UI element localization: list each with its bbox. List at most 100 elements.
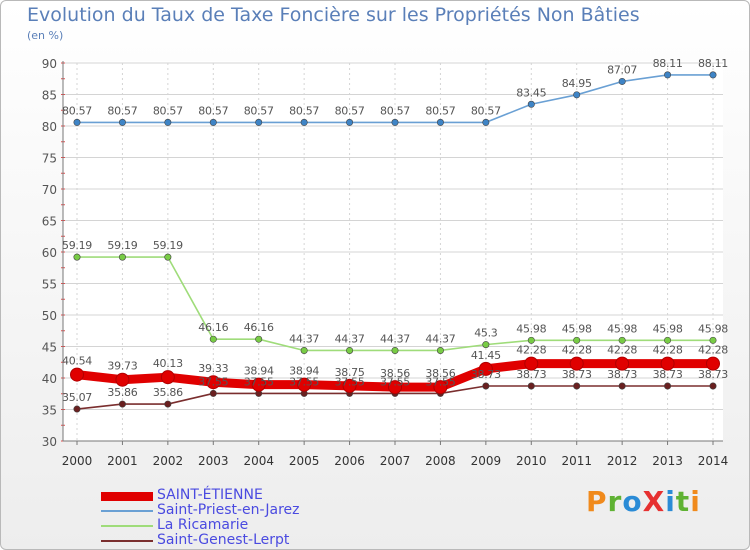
data-label-saint-genest-lerpt: 37.55 <box>289 375 319 388</box>
data-label-la-ricamarie: 45.98 <box>653 322 683 335</box>
data-point-saint-priest-en-jarez <box>664 71 672 79</box>
data-point-saint-genest-lerpt <box>482 382 490 390</box>
data-label-la-ricamarie: 45.98 <box>698 322 728 335</box>
data-label-la-ricamarie: 45.98 <box>516 322 546 335</box>
data-label-saint-tienne: 42.28 <box>516 344 546 357</box>
y-tick-label: 90 <box>42 57 57 71</box>
x-tick-label: 2004 <box>243 454 274 468</box>
legend-label: Saint-Priest-en-Jarez <box>157 502 300 518</box>
data-point-la-ricamarie <box>255 335 263 343</box>
data-point-la-ricamarie <box>391 346 399 354</box>
proxiti-logo: ProXiti <box>586 485 701 518</box>
data-label-saint-tienne: 42.28 <box>653 344 683 357</box>
data-label-saint-priest-en-jarez: 80.57 <box>198 104 228 117</box>
data-point-saint-tienne <box>342 378 357 393</box>
data-point-la-ricamarie <box>73 253 81 261</box>
data-point-saint-tienne <box>433 380 448 395</box>
data-point-la-ricamarie <box>664 336 672 344</box>
data-label-saint-priest-en-jarez: 84.95 <box>562 77 592 90</box>
y-axis-unit: (en %) <box>27 29 64 42</box>
data-label-la-ricamarie: 44.37 <box>380 332 410 345</box>
data-label-la-ricamarie: 59.19 <box>62 239 92 252</box>
data-point-la-ricamarie <box>709 336 717 344</box>
data-point-saint-tienne <box>251 377 266 392</box>
data-label-saint-tienne: 40.13 <box>153 357 183 370</box>
data-point-saint-priest-en-jarez <box>436 118 444 126</box>
y-tick-label: 55 <box>42 278 57 292</box>
data-point-la-ricamarie <box>436 346 444 354</box>
data-label-saint-priest-en-jarez: 80.57 <box>425 104 455 117</box>
data-point-la-ricamarie <box>573 336 581 344</box>
data-label-saint-tienne: 38.56 <box>425 367 455 380</box>
data-point-saint-tienne <box>206 375 221 390</box>
logo-letter: i <box>690 485 701 518</box>
data-point-saint-priest-en-jarez <box>527 100 535 108</box>
data-label-saint-genest-lerpt: 38.73 <box>698 368 728 381</box>
data-point-saint-priest-en-jarez <box>618 77 626 85</box>
data-point-saint-tienne <box>478 361 493 376</box>
legend-label: La Ricamarie <box>157 517 249 533</box>
data-label-saint-tienne: 39.73 <box>107 360 137 373</box>
data-label-saint-tienne: 38.75 <box>335 366 365 379</box>
data-point-la-ricamarie <box>346 346 354 354</box>
logo-letter: i <box>665 485 676 518</box>
logo-letter: X <box>642 485 666 518</box>
data-label-saint-genest-lerpt: 38.73 <box>607 368 637 381</box>
data-label-saint-priest-en-jarez: 80.57 <box>153 104 183 117</box>
data-label-saint-priest-en-jarez: 80.57 <box>62 104 92 117</box>
legend-swatch <box>101 510 153 512</box>
x-tick-label: 2010 <box>516 454 547 468</box>
x-tick-label: 2007 <box>380 454 411 468</box>
data-label-saint-priest-en-jarez: 80.57 <box>335 104 365 117</box>
data-point-saint-priest-en-jarez <box>709 71 717 79</box>
data-label-la-ricamarie: 59.19 <box>107 239 137 252</box>
data-label-saint-priest-en-jarez: 80.57 <box>471 104 501 117</box>
data-point-la-ricamarie <box>164 253 172 261</box>
data-label-saint-genest-lerpt: 35.07 <box>62 391 92 404</box>
data-label-saint-priest-en-jarez: 80.57 <box>289 104 319 117</box>
data-label-saint-tienne: 40.54 <box>62 355 92 368</box>
data-point-saint-genest-lerpt <box>118 400 126 408</box>
data-point-saint-priest-en-jarez <box>73 118 81 126</box>
data-point-saint-tienne <box>115 372 130 387</box>
chart-title: Evolution du Taux de Taxe Foncière sur l… <box>27 4 640 26</box>
data-label-saint-genest-lerpt: 35.86 <box>153 386 183 399</box>
x-tick-label: 2009 <box>471 454 502 468</box>
data-point-saint-genest-lerpt <box>618 382 626 390</box>
logo-letter: P <box>586 485 608 518</box>
x-tick-label: 2014 <box>698 454 729 468</box>
data-label-saint-tienne: 38.56 <box>380 367 410 380</box>
data-label-saint-priest-en-jarez: 80.57 <box>107 104 137 117</box>
data-label-saint-priest-en-jarez: 80.57 <box>244 104 274 117</box>
data-point-saint-priest-en-jarez <box>482 118 490 126</box>
data-point-saint-priest-en-jarez <box>255 118 263 126</box>
data-label-saint-tienne: 42.28 <box>698 344 728 357</box>
y-tick-label: 70 <box>42 183 57 197</box>
data-label-saint-priest-en-jarez: 88.11 <box>653 57 683 70</box>
data-label-saint-tienne: 42.28 <box>562 344 592 357</box>
logo-letter: t <box>675 485 691 518</box>
data-point-saint-tienne <box>70 367 84 382</box>
data-label-la-ricamarie: 45.98 <box>562 322 592 335</box>
data-label-saint-tienne: 41.45 <box>471 349 501 362</box>
data-point-la-ricamarie <box>618 336 626 344</box>
x-tick-label: 2001 <box>107 454 138 468</box>
data-label-saint-genest-lerpt: 38.73 <box>653 368 683 381</box>
data-label-la-ricamarie: 44.37 <box>289 332 319 345</box>
data-label-saint-genest-lerpt: 37.55 <box>425 375 455 388</box>
data-point-saint-priest-en-jarez <box>118 118 126 126</box>
legend-swatch <box>101 540 153 542</box>
data-point-saint-priest-en-jarez <box>391 118 399 126</box>
x-tick-label: 2012 <box>607 454 638 468</box>
y-tick-label: 35 <box>42 404 57 418</box>
data-label-saint-tienne: 38.94 <box>244 365 274 378</box>
data-label-saint-genest-lerpt: 35.86 <box>107 386 137 399</box>
data-label-saint-genest-lerpt: 38.73 <box>516 368 546 381</box>
logo-letter: o <box>622 485 643 518</box>
x-tick-label: 2006 <box>334 454 365 468</box>
data-label-saint-priest-en-jarez: 80.57 <box>380 104 410 117</box>
data-point-saint-priest-en-jarez <box>573 91 581 99</box>
data-point-saint-tienne <box>706 356 720 371</box>
